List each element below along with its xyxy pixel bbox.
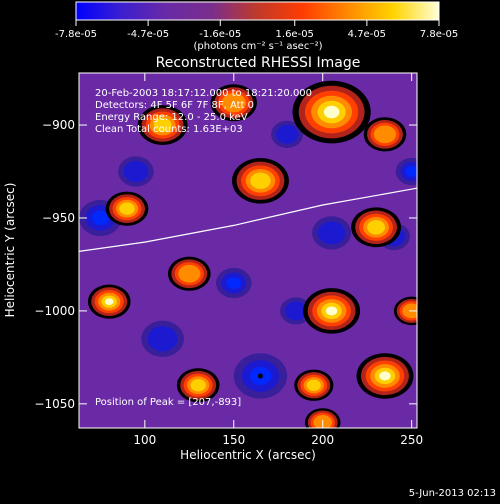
bright-source <box>190 379 206 392</box>
dark-source <box>226 276 241 290</box>
peak-marker <box>257 373 263 379</box>
bright-source <box>153 117 172 133</box>
y-tick-label: −1050 <box>34 397 75 411</box>
dark-source <box>275 124 299 144</box>
dark-source <box>284 301 308 321</box>
x-axis-label: Heliocentric X (arcsec) <box>180 448 316 462</box>
colorbar <box>75 1 440 21</box>
x-tick-label: 100 <box>133 433 156 447</box>
annotation-energy: Energy Range: 12.0 - 25.0 keV <box>95 112 248 123</box>
dark-source <box>317 221 346 245</box>
bright-source <box>367 220 386 235</box>
colorbar-tick-label: 4.7e-05 <box>348 29 386 40</box>
footer-date: 5-Jun-2013 02:13 <box>409 488 496 499</box>
y-tick-label: −950 <box>42 211 75 225</box>
dark-source <box>91 210 109 226</box>
dark-source <box>147 326 178 352</box>
x-tick-label: 200 <box>311 433 334 447</box>
bright-source <box>323 105 340 119</box>
peak-position-label: Position of Peak = [207,-893] <box>95 397 241 408</box>
bright-source <box>379 371 391 381</box>
x-tick-label: 150 <box>222 433 245 447</box>
colorbar-tick-label: -1.6e-05 <box>199 29 241 40</box>
axis-ticks: 100 150 200 250 −900 −950 −1000 −1050 <box>34 73 423 447</box>
bright-source <box>104 298 114 306</box>
colorbar-tick-label: 1.6e-05 <box>276 29 314 40</box>
colorbar-tick-label: -4.7e-05 <box>127 29 169 40</box>
annotation-detectors: Detectors: 4F 5F 6F 7F 8F, Att 0 <box>95 100 254 111</box>
bright-source <box>119 202 135 215</box>
bright-source <box>306 379 321 391</box>
bright-source <box>373 125 397 144</box>
colorbar-ticks: -7.8e-05 -4.7e-05 -1.6e-05 1.6e-05 4.7e-05 7.… <box>55 20 458 40</box>
bright-source <box>250 172 271 189</box>
heatmap <box>79 80 417 428</box>
annotation-time: 20-Feb-2003 18:17:12.000 to 18:21:20.000 <box>95 88 312 99</box>
y-tick-label: −900 <box>42 118 75 132</box>
chart-title: Reconstructed RHESSI Image <box>156 55 361 71</box>
dark-source <box>123 160 149 183</box>
bright-source <box>325 306 338 316</box>
bright-source <box>178 264 201 283</box>
x-tick-label: 250 <box>400 433 423 447</box>
bright-source <box>221 93 246 113</box>
y-axis-label: Heliocentric Y (arcsec) <box>3 183 17 318</box>
y-tick-label: −1000 <box>34 304 75 318</box>
solar-limb-curve <box>79 187 417 252</box>
colorbar-tick-label: -7.8e-05 <box>55 29 97 40</box>
annotation-counts: Clean Total counts: 1.63E+03 <box>95 124 243 135</box>
colorbar-units: (photons cm⁻² s⁻¹ asec⁻²) <box>193 41 322 52</box>
colorbar-tick-label: 7.8e-05 <box>420 29 458 40</box>
dark-source <box>405 166 417 177</box>
plot-frame <box>78 72 418 429</box>
